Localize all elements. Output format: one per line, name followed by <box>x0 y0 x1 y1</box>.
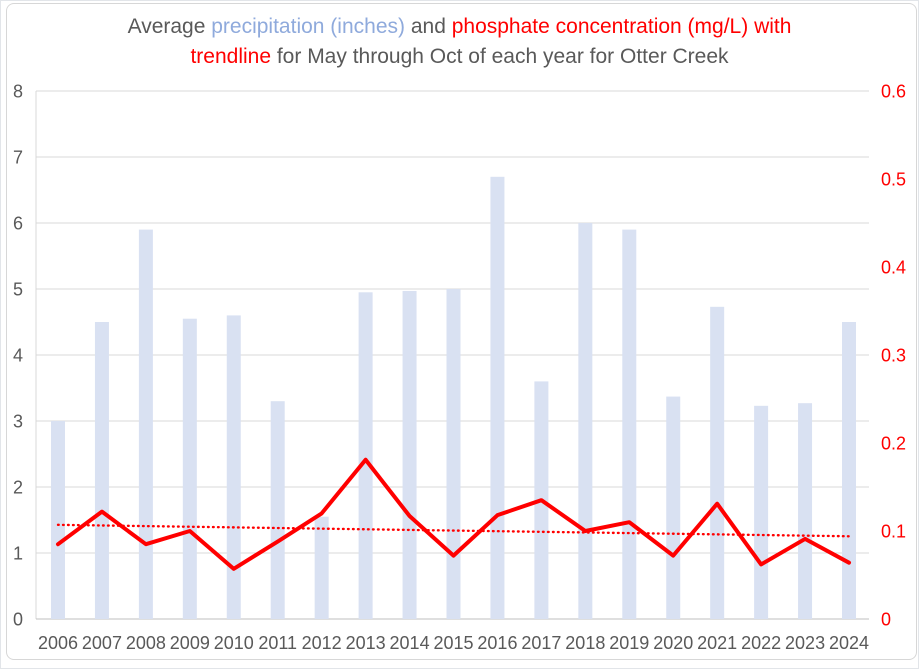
right-axis-tick: 0 <box>881 610 891 630</box>
right-axis-tick: 0.5 <box>881 170 906 190</box>
bar-2007 <box>94 322 109 619</box>
right-axis-tick: 0.2 <box>881 434 906 454</box>
left-axis-tick: 1 <box>13 544 23 564</box>
x-axis-label-2015: 2015 <box>433 633 473 653</box>
right-axis-tick: 0.3 <box>881 346 906 366</box>
left-axis-tick: 7 <box>13 148 23 168</box>
bar-2018 <box>578 223 593 619</box>
x-axis-label-2006: 2006 <box>38 633 78 653</box>
x-axis-label-2007: 2007 <box>82 633 122 653</box>
right-axis-tick: 0.6 <box>881 82 906 102</box>
bar-2013 <box>358 292 373 619</box>
left-axis-tick: 3 <box>13 412 23 432</box>
bar-2020 <box>666 396 681 619</box>
x-axis-label-2019: 2019 <box>609 633 649 653</box>
bar-2014 <box>402 290 417 619</box>
x-axis-label-2009: 2009 <box>170 633 210 653</box>
bar-2024 <box>842 322 856 619</box>
bar-2022 <box>754 405 769 619</box>
x-axis-label-2011: 2011 <box>258 633 297 653</box>
x-axis-label-2010: 2010 <box>214 633 254 653</box>
right-axis-tick: 0.4 <box>881 258 906 278</box>
title-segment: precipitation (inches) <box>211 15 405 38</box>
x-axis-label-2014: 2014 <box>390 633 430 653</box>
x-axis-label-2018: 2018 <box>565 633 605 653</box>
chart-title-line-2: trendline for May through Oct of each ye… <box>1 42 918 72</box>
bar-2008 <box>138 229 153 619</box>
x-axis-label-2017: 2017 <box>521 633 561 653</box>
phosphate-trendline <box>56 523 851 538</box>
chart-title: Average precipitation (inches) and phosp… <box>1 12 918 72</box>
title-segment: for May through Oct of each year for Ott… <box>271 45 729 68</box>
left-axis-tick: 6 <box>13 214 23 234</box>
x-axis-label-2016: 2016 <box>477 633 517 653</box>
x-axis-label-2024: 2024 <box>829 633 869 653</box>
x-axis-label-2012: 2012 <box>302 633 342 653</box>
title-segment: trendline <box>190 45 272 68</box>
title-segment: phosphate concentration (mg/L) with <box>451 15 792 38</box>
bar-2011 <box>270 401 285 619</box>
bar-2015 <box>446 289 461 619</box>
left-axis-tick: 0 <box>13 610 23 630</box>
x-axis-label-2023: 2023 <box>785 633 825 653</box>
left-axis-tick: 8 <box>13 82 23 102</box>
title-segment: Average <box>127 15 212 38</box>
bar-2016 <box>490 176 505 620</box>
bar-2010 <box>226 315 241 619</box>
x-axis-label-2008: 2008 <box>126 633 166 653</box>
bar-2019 <box>622 229 637 619</box>
title-segment: and <box>405 15 452 38</box>
bar-2006 <box>51 421 65 619</box>
x-axis-label-2013: 2013 <box>346 633 386 653</box>
x-axis-label-2020: 2020 <box>653 633 693 653</box>
bar-2009 <box>182 318 197 619</box>
bar-2023 <box>798 403 813 619</box>
bar-2012 <box>314 516 329 619</box>
bar-2021 <box>710 306 725 619</box>
left-axis-tick: 2 <box>13 478 23 498</box>
x-axis-label-2022: 2022 <box>741 633 781 653</box>
phosphate-line <box>56 457 851 571</box>
right-axis-tick: 0.1 <box>881 522 906 542</box>
chart-title-line-1: Average precipitation (inches) and phosp… <box>1 12 918 42</box>
left-axis-tick: 5 <box>13 280 23 300</box>
x-axis-label-2021: 2021 <box>697 633 737 653</box>
left-axis-tick: 4 <box>13 346 23 366</box>
